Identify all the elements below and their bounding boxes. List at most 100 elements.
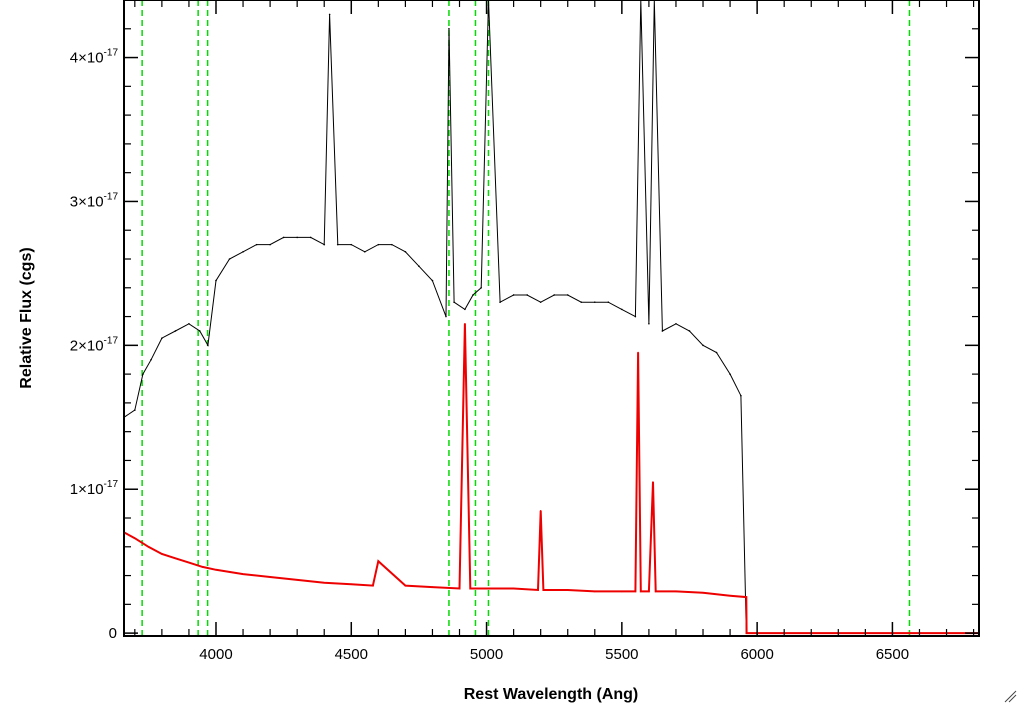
- series-1-point-33: [654, 590, 657, 593]
- series-0-point-14: [282, 236, 285, 239]
- series-0-point-23: [391, 243, 393, 246]
- reference-lines: [141, 0, 911, 636]
- x-tick-label-2: 5000: [470, 646, 503, 663]
- x-tick-label-1: 4500: [335, 646, 368, 663]
- series-0-point-9: [215, 279, 217, 282]
- y-tick-label-1: 1×10-17: [70, 479, 119, 498]
- series-1-point-24: [542, 589, 545, 591]
- series-0-point-31: [472, 294, 474, 296]
- series-0-point-32: [480, 286, 482, 289]
- series-0-point-25: [418, 265, 420, 267]
- x-tick-label-5: 6500: [876, 646, 909, 663]
- series-1-point-35: [702, 592, 704, 594]
- series-0-point-36: [526, 294, 528, 296]
- resize-grip-icon[interactable]: [1003, 689, 1017, 703]
- series-0-point-40: [580, 301, 583, 303]
- series-0-point-39: [566, 294, 569, 296]
- series-layer: [123, 0, 980, 635]
- series-1-point-10: [296, 579, 298, 581]
- series-0-point-16: [309, 236, 312, 239]
- series-1-point-18: [464, 322, 466, 325]
- series-0-point-52: [715, 351, 718, 354]
- series-0-point-37: [539, 301, 542, 303]
- series-0-point-24: [404, 251, 407, 253]
- series-0-point-12: [255, 243, 258, 246]
- series-1-point-1: [134, 537, 136, 539]
- y-axis-title: Relative Flux (cgs): [18, 247, 35, 388]
- series-1-point-32: [652, 481, 654, 483]
- series-0-point-17: [323, 243, 326, 246]
- series-0-point-6: [188, 322, 190, 325]
- series-1-point-5: [188, 561, 190, 564]
- series-0-point-3: [150, 358, 152, 361]
- series-0-point-2: [142, 373, 144, 375]
- y-tick-label-4: 4×10-17: [70, 48, 119, 67]
- series-1-point-17: [458, 587, 461, 590]
- y-tick-label-3: 3×10-17: [70, 191, 119, 210]
- series-1-point-15: [404, 584, 407, 587]
- plot-frame: [123, 0, 980, 637]
- series-1-point-34: [675, 590, 677, 593]
- series-1-point-20: [485, 587, 488, 590]
- series-0-point-5: [174, 330, 177, 332]
- series-0-point-27: [445, 315, 447, 318]
- series-1-point-9: [269, 576, 271, 578]
- x-axis-title: Rest Wavelength (Ang): [464, 686, 639, 703]
- x-tick-label-4: 6000: [740, 646, 773, 663]
- series-line-1: [123, 323, 979, 635]
- series-1-point-25: [566, 589, 569, 591]
- series-0-point-48: [661, 330, 664, 332]
- series-0-point-20: [350, 243, 353, 246]
- series-1-point-23: [539, 510, 542, 512]
- series-1-point-4: [174, 557, 177, 560]
- series-0-point-26: [431, 279, 434, 282]
- series-0-point-4: [161, 337, 163, 339]
- series-0-point-21: [364, 251, 366, 253]
- series-1-point-26: [593, 590, 596, 593]
- series-1-point-3: [161, 553, 163, 555]
- series-0-point-22: [377, 243, 380, 246]
- series-1-point-21: [512, 587, 515, 590]
- series-1-point-29: [637, 351, 639, 354]
- x-axis: 4000 4500 5000 5500 6000 6500: [134, 0, 975, 663]
- series-0-point-7: [198, 330, 201, 332]
- x-tick-label-3: 5500: [605, 646, 638, 663]
- series-0-point-18: [328, 13, 331, 16]
- series-0-point-34: [499, 301, 501, 303]
- series-line-0: [123, 0, 979, 634]
- y-axis: 0 1×10-17 2×10-17 3×10-17 4×10-17: [70, 0, 979, 642]
- series-0-point-28: [448, 27, 450, 30]
- series-0-point-46: [648, 322, 650, 325]
- y-tick-label-2: 2×10-17: [70, 335, 119, 354]
- series-0-point-44: [634, 315, 637, 318]
- series-0-point-43: [621, 308, 623, 311]
- series-1-point-11: [323, 581, 326, 584]
- series-0-point-49: [675, 322, 677, 325]
- series-0-point-51: [702, 344, 704, 347]
- series-0-point-30: [464, 308, 466, 311]
- series-1-point-36: [729, 594, 731, 597]
- series-1-point-7: [215, 569, 217, 571]
- series-1-point-30: [639, 590, 642, 593]
- series-1-point-2: [147, 545, 150, 548]
- series-1-point-37: [745, 596, 748, 598]
- series-0-point-41: [593, 301, 596, 303]
- series-1-point-31: [648, 590, 650, 593]
- series-0-point-53: [729, 373, 731, 375]
- series-1-point-28: [634, 590, 637, 593]
- series-0-point-1: [134, 409, 136, 411]
- series-1-point-19: [469, 587, 472, 590]
- series-1-point-6: [201, 566, 204, 568]
- series-1-point-27: [621, 590, 623, 593]
- series-0-point-19: [336, 243, 339, 246]
- series-0-point-11: [242, 251, 244, 253]
- series-0-point-42: [607, 301, 610, 303]
- series-0-point-13: [269, 243, 271, 246]
- series-0-point-29: [453, 301, 455, 303]
- x-tick-label-0: 4000: [199, 646, 232, 663]
- series-0-point-35: [512, 294, 515, 296]
- series-0-point-38: [553, 294, 556, 296]
- series-1-point-22: [537, 589, 539, 591]
